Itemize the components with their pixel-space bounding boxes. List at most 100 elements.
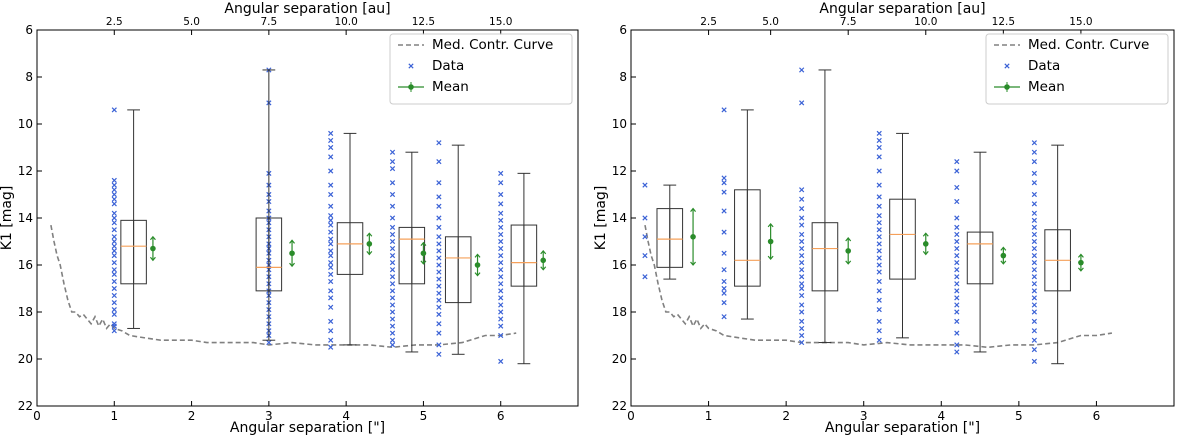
data-point [111, 299, 117, 306]
data-group-4 [436, 140, 442, 357]
data-point [799, 302, 805, 308]
data-point [1031, 260, 1037, 266]
mean-marker [366, 241, 373, 247]
data-point [1031, 170, 1037, 176]
mean-arrow-down [1000, 260, 1007, 265]
data-point [1031, 302, 1037, 308]
y-tick-label: 16 [612, 258, 627, 272]
top-x-tick-label: 5.0 [762, 16, 779, 28]
data-point [876, 248, 882, 254]
data-point [436, 234, 442, 240]
data-point [436, 262, 442, 268]
x-tick-label: 5 [1015, 409, 1023, 423]
data-point [954, 281, 960, 287]
data-point [721, 285, 727, 292]
y-tick-label: 10 [612, 117, 627, 131]
top-x-tick-label: 2.5 [106, 16, 123, 28]
x-axis-label: Angular separation ["] [230, 420, 385, 436]
data-point [954, 168, 960, 174]
data-point [799, 267, 805, 273]
data-point [721, 278, 727, 285]
data-point [876, 318, 882, 325]
data-point [799, 231, 805, 238]
data-point [498, 358, 504, 364]
data-point [954, 295, 960, 301]
data-point [498, 210, 504, 216]
y-tick-label: 6 [619, 23, 627, 37]
data-point [498, 309, 504, 315]
data-point [389, 295, 396, 301]
mean-arrow-down [767, 255, 774, 261]
data-point [876, 255, 882, 261]
y-axis-label: K1 [mag] [0, 186, 15, 251]
x-tick-label: 2 [188, 409, 196, 423]
data-point [876, 144, 882, 151]
data-point [389, 166, 396, 172]
mean-marker [845, 248, 851, 254]
legend-box [389, 33, 573, 105]
data-point [876, 262, 882, 268]
data-point [266, 339, 272, 346]
data-point [876, 182, 882, 188]
data-point [328, 318, 334, 325]
data-point [876, 241, 882, 247]
data-point [721, 175, 727, 181]
data-point [328, 264, 334, 270]
box-4 [966, 151, 1007, 353]
mean-arrow-down [690, 261, 697, 266]
data-point [642, 215, 648, 221]
data-point [111, 328, 117, 334]
contrast-curve-line [50, 224, 517, 349]
data-point [954, 245, 960, 252]
data-group-3 [876, 130, 882, 343]
box-5 [510, 172, 547, 365]
data-point [111, 311, 117, 317]
box-2 [336, 132, 373, 346]
data-point [498, 323, 504, 329]
box-iqr [734, 189, 761, 287]
data-point [328, 241, 334, 247]
mean-arrow-up [289, 239, 296, 244]
data-point [954, 309, 960, 315]
data-group-2 [799, 67, 805, 346]
box-iqr [656, 208, 684, 268]
data-point [1031, 210, 1037, 216]
data-point [389, 260, 396, 266]
data-point [799, 309, 805, 315]
data-point [328, 137, 334, 144]
data-group-5 [498, 170, 504, 364]
mean-marker [420, 250, 427, 257]
box-iqr [120, 219, 147, 285]
data-point [328, 217, 334, 223]
data-point [954, 318, 960, 325]
data-point [111, 260, 117, 266]
mean-marker [289, 250, 295, 257]
data-point [389, 342, 396, 348]
data-point [328, 278, 334, 285]
data-point [876, 194, 882, 200]
mean-marker [922, 241, 929, 247]
data-point [954, 267, 960, 273]
x-tick-label: 4 [342, 409, 350, 423]
y-tick-label: 18 [612, 305, 627, 319]
mean-arrow-down [1077, 267, 1084, 272]
data-point [436, 248, 442, 254]
data-point [328, 328, 334, 334]
top-x-axis-label: Angular separation [au] [819, 1, 985, 17]
data-point [436, 297, 442, 303]
y-tick-label: 18 [18, 305, 33, 319]
mean-arrow-up [540, 249, 547, 255]
y-tick-label: 12 [18, 164, 33, 178]
data-point [954, 349, 960, 355]
data-point [642, 182, 648, 188]
data-point [498, 201, 504, 207]
data-point [389, 316, 396, 322]
data-point [954, 342, 960, 348]
data-point [328, 213, 334, 219]
legend-data-swatch [1004, 63, 1010, 69]
data-point [799, 196, 805, 202]
data-point [328, 229, 334, 235]
data-point [389, 288, 396, 294]
y-tick-label: 8 [25, 70, 33, 84]
data-point [876, 307, 882, 313]
